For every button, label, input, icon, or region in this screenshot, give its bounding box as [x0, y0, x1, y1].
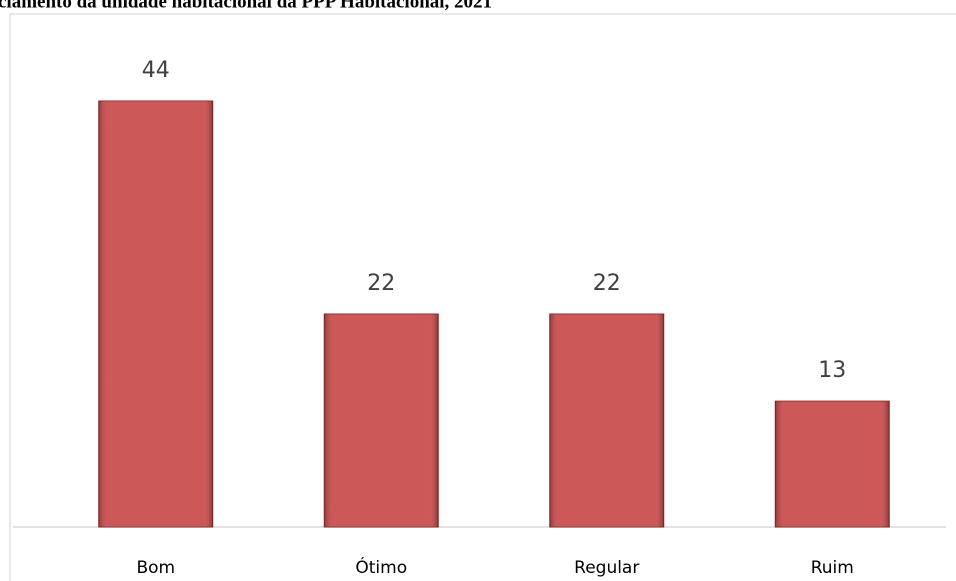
data-label: 44 — [142, 58, 170, 83]
data-label: 13 — [818, 358, 846, 383]
x-tick-label: Ruim — [811, 558, 854, 578]
data-label: 22 — [367, 271, 395, 296]
bar-shade — [549, 314, 664, 527]
bar-shade — [775, 401, 890, 527]
bar-shade — [324, 314, 439, 527]
x-tick-label: Ótimo — [355, 556, 407, 578]
title-backdrop — [0, 0, 956, 13]
x-tick-label: Regular — [574, 558, 639, 578]
x-tick-label: Bom — [136, 558, 175, 578]
chart-title: ciamento da unidade habitacional da PPP … — [0, 0, 492, 12]
bar-shade — [98, 101, 213, 527]
data-label: 22 — [593, 271, 621, 296]
